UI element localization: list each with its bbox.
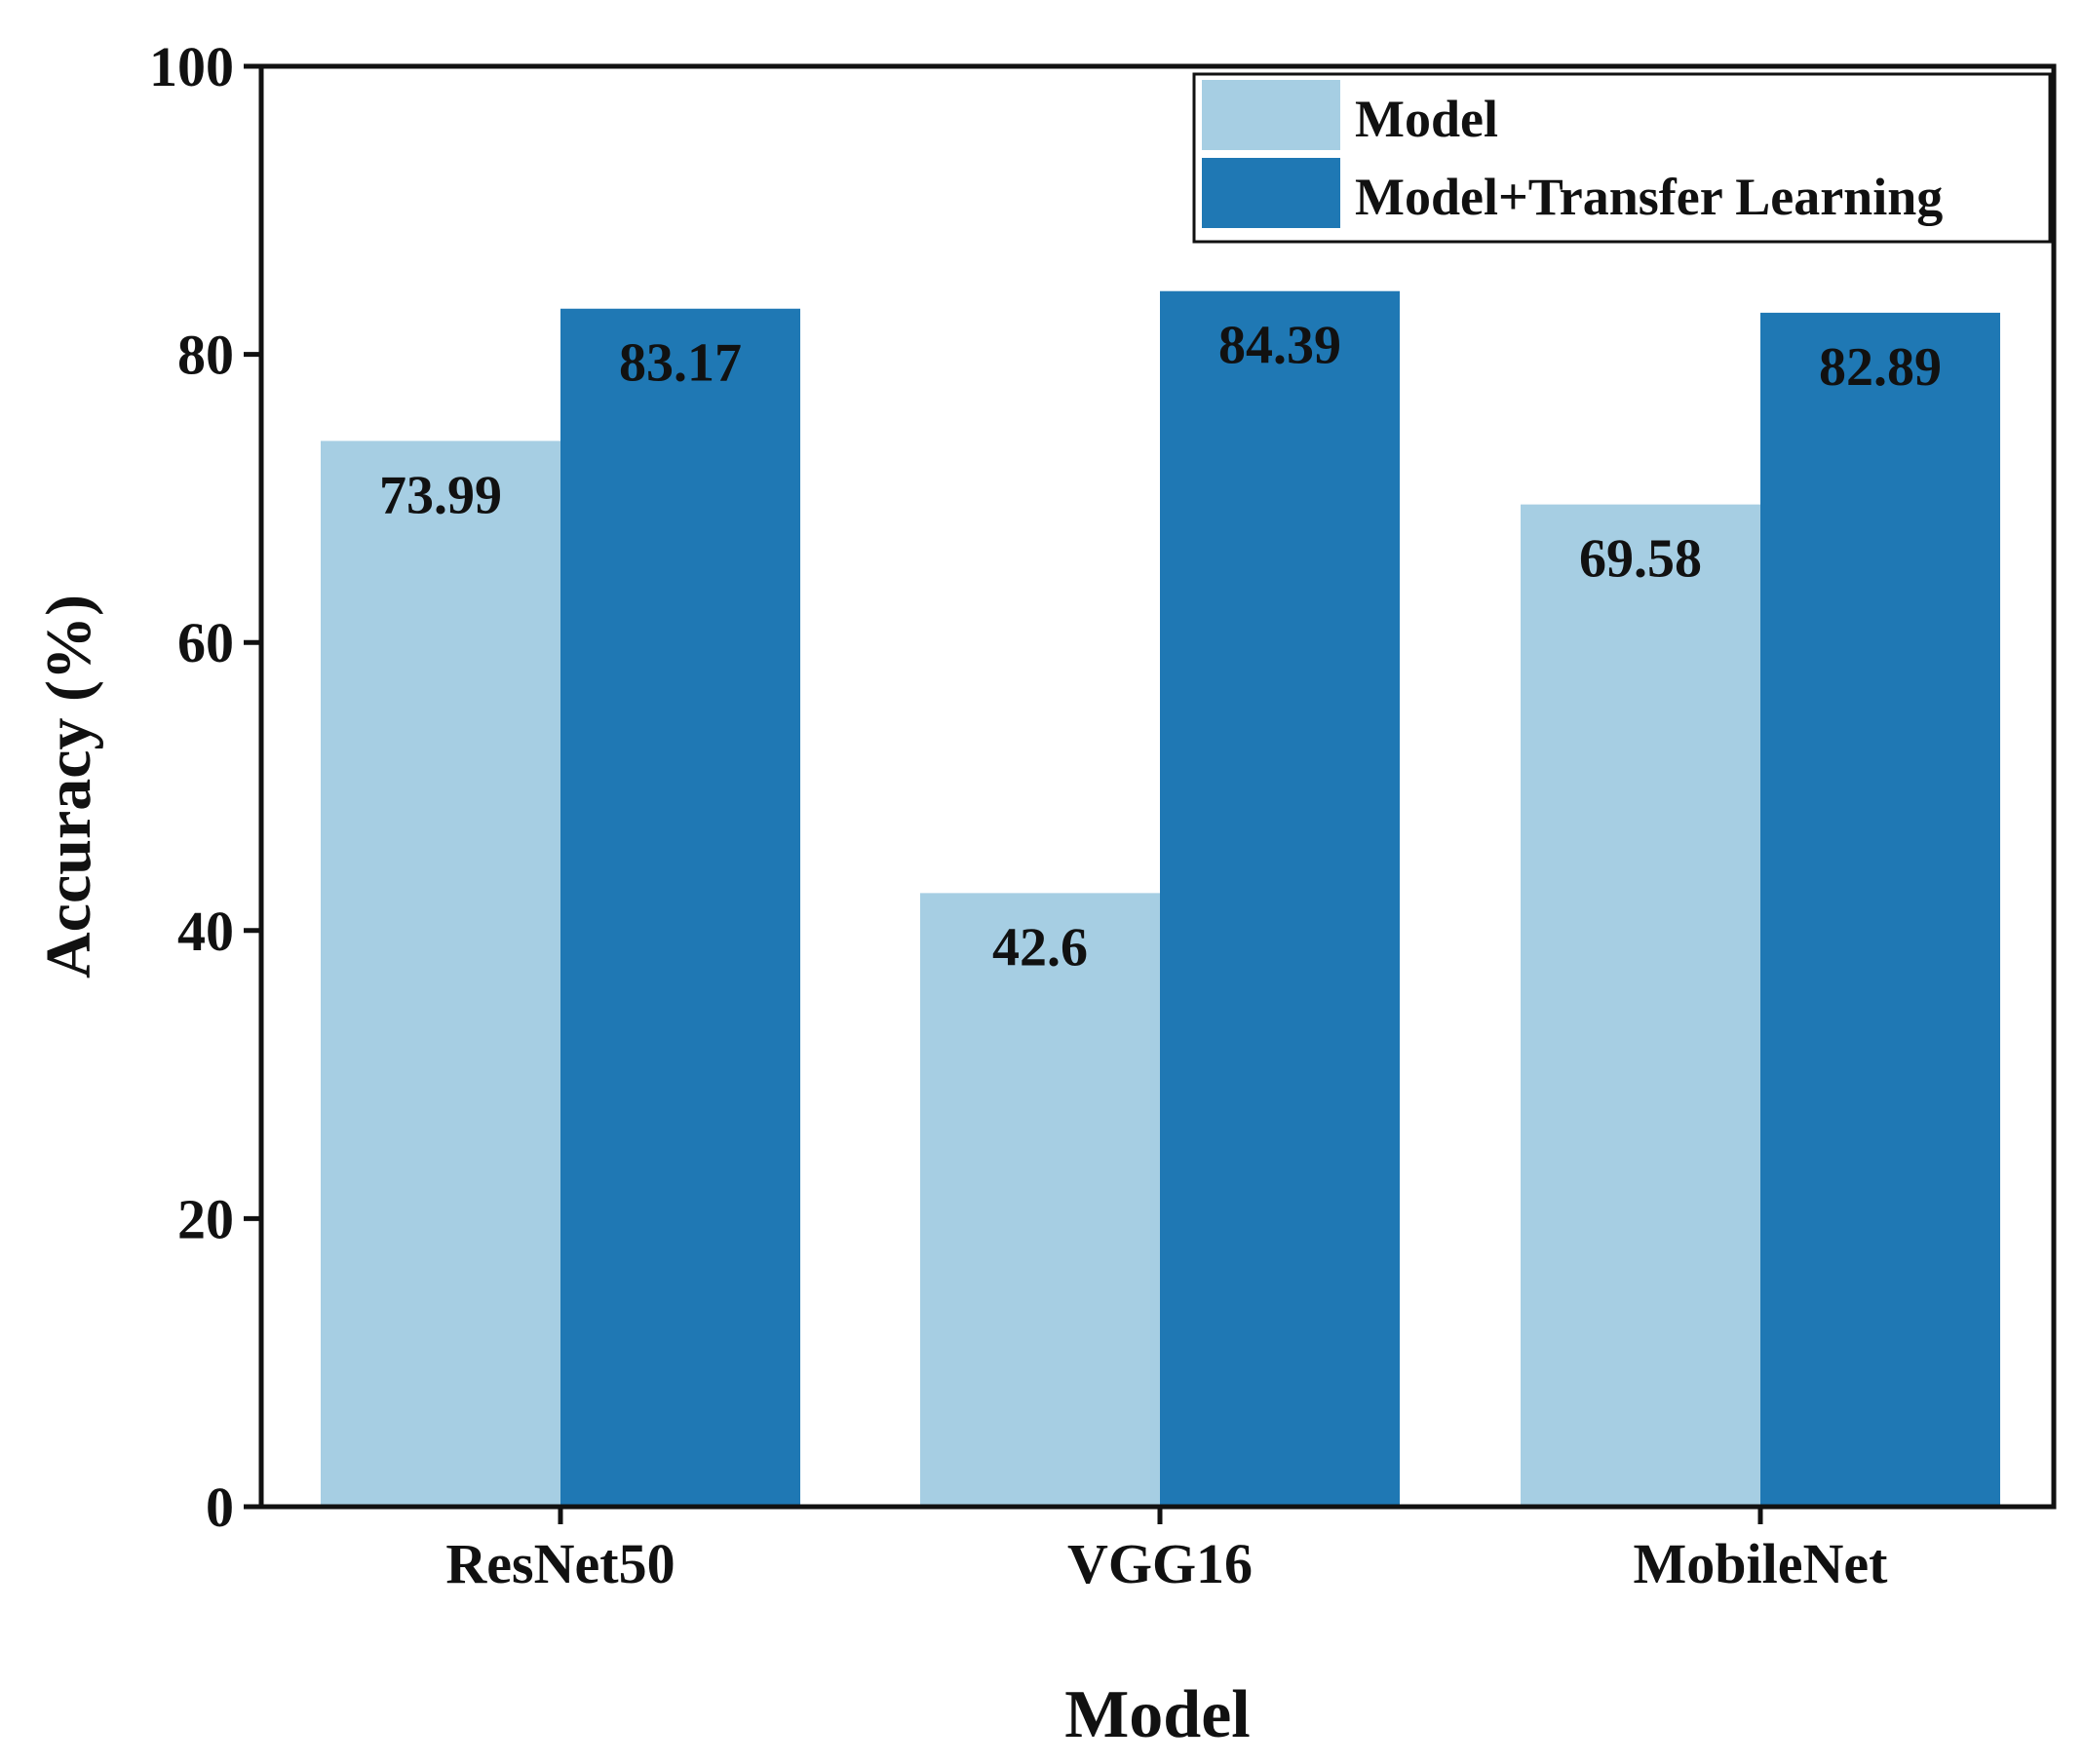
- bar-mobilenet-series-1: [1521, 504, 1760, 1507]
- bar-resnet50-series-1: [321, 441, 560, 1508]
- y-tick-label: 0: [206, 1476, 234, 1539]
- data-label-vgg16-series-1: 42.6: [992, 917, 1088, 978]
- y-tick-label: 80: [177, 324, 234, 387]
- bars-layer: [321, 290, 2000, 1508]
- legend-label-2: Model+Transfer Learning: [1355, 168, 1943, 226]
- bar-vgg16-series-1: [920, 893, 1160, 1507]
- data-label-vgg16-series-2: 84.39: [1218, 316, 1341, 376]
- legend: Model Model+Transfer Learning: [1192, 72, 2052, 244]
- x-axis-label: Model: [1064, 1677, 1251, 1752]
- x-axis: ResNet50 VGG16 MobileNet: [445, 1507, 1888, 1595]
- legend-swatch-2: [1202, 158, 1340, 228]
- x-tick-label: MobileNet: [1634, 1532, 1889, 1595]
- x-tick-label: VGG16: [1067, 1532, 1253, 1595]
- y-tick-label: 100: [149, 35, 234, 98]
- value-labels-layer: 73.99 83.17 42.6 84.39 69.58 82.89: [379, 316, 1942, 978]
- data-label-resnet50-series-2: 83.17: [619, 333, 742, 394]
- y-tick-label: 20: [177, 1187, 234, 1250]
- data-label-resnet50-series-1: 73.99: [379, 465, 502, 525]
- bar-resnet50-series-2: [560, 308, 800, 1507]
- y-axis-label: Accuracy (%): [33, 594, 104, 978]
- bar-vgg16-series-2: [1160, 290, 1400, 1507]
- y-axis: 0 20 40 60 80 100: [149, 35, 261, 1539]
- bar-mobilenet-series-2: [1760, 312, 2000, 1508]
- legend-swatch-1: [1202, 80, 1340, 150]
- x-tick-label: ResNet50: [445, 1532, 675, 1595]
- legend-label-1: Model: [1355, 90, 1498, 148]
- y-tick-label: 60: [177, 611, 234, 674]
- y-tick-label: 40: [177, 900, 234, 963]
- data-label-mobilenet-series-1: 69.58: [1579, 529, 1702, 590]
- data-label-mobilenet-series-2: 82.89: [1819, 337, 1942, 398]
